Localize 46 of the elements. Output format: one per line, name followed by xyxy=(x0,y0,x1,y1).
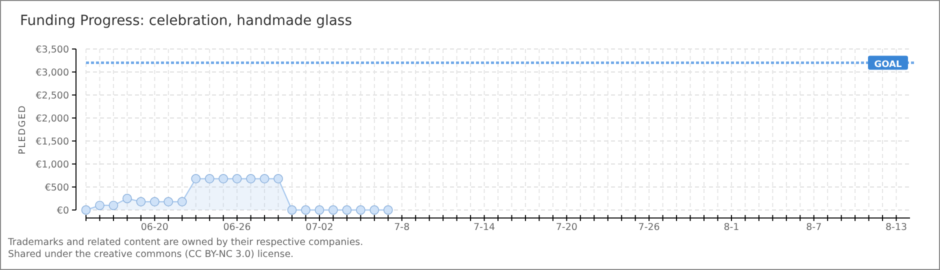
y-axis-title: PLEDGED xyxy=(18,104,28,154)
x-tick-label: 06-26 xyxy=(223,222,251,233)
y-tick-label: €3,500 xyxy=(36,44,69,56)
y-tick-label: €3,000 xyxy=(36,68,69,78)
point xyxy=(301,205,310,215)
point xyxy=(370,205,380,215)
x-tick-label: 7-26 xyxy=(638,222,660,233)
y-tick-label: €2,500 xyxy=(36,90,69,102)
point xyxy=(95,200,104,210)
point xyxy=(260,174,270,184)
chart-title: Funding Progress: celebration, handmade glass xyxy=(20,13,352,29)
point xyxy=(164,197,174,206)
point xyxy=(150,197,160,206)
point xyxy=(204,174,214,184)
point xyxy=(177,197,187,206)
point xyxy=(191,174,201,184)
x-tick-label: 8-13 xyxy=(885,222,908,233)
text: Trademarks and related content are owned by their respective companies. xyxy=(7,237,364,248)
point xyxy=(328,205,338,215)
point xyxy=(232,174,242,184)
y-tick-label: €0 xyxy=(56,206,69,216)
x-tick-label: 7-20 xyxy=(556,222,578,233)
y-tick-label: €2,000 xyxy=(36,114,69,124)
point xyxy=(356,205,366,215)
text: Shared under the creative commons (CC BY-NC 3.0) license. xyxy=(8,249,294,260)
x-tick-label: 7-14 xyxy=(473,222,496,233)
point xyxy=(122,194,132,204)
point xyxy=(136,197,146,206)
point xyxy=(81,205,91,215)
y-tick-label: €1,500 xyxy=(36,136,69,148)
point xyxy=(274,174,283,184)
x-tick-label: 8-1 xyxy=(724,222,740,233)
x-tick-label: 07-02 xyxy=(306,222,334,233)
x-tick-label: 7-8 xyxy=(394,222,410,233)
y-tick-label: €500 xyxy=(44,182,69,194)
point xyxy=(108,200,118,210)
y-tick-label: €1,000 xyxy=(36,160,69,170)
x-tick-label: 06-20 xyxy=(140,222,168,233)
point xyxy=(218,174,228,184)
ref-line-label: GOAL xyxy=(874,60,902,70)
point xyxy=(383,205,393,215)
x-tick-label: 8-7 xyxy=(806,222,822,233)
point xyxy=(246,174,256,184)
point xyxy=(314,205,324,215)
point xyxy=(342,205,352,215)
point xyxy=(287,205,297,215)
